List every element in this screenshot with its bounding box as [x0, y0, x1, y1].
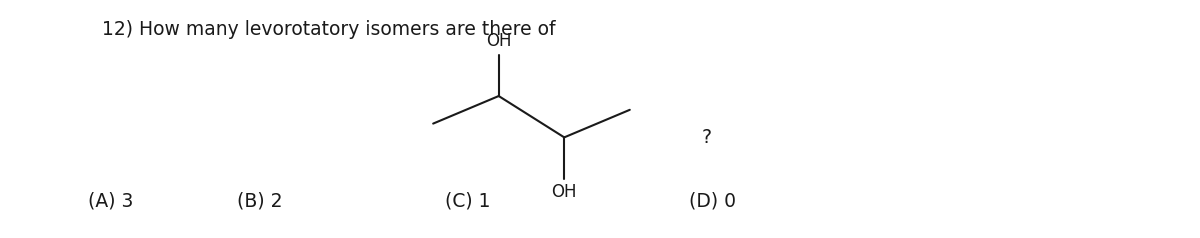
Text: OH: OH	[552, 183, 577, 201]
Text: OH: OH	[486, 32, 511, 50]
Text: ?: ?	[701, 128, 712, 147]
Text: 12) How many levorotatory isomers are there of: 12) How many levorotatory isomers are th…	[102, 20, 556, 39]
Text: (B) 2: (B) 2	[236, 192, 282, 211]
Text: (C) 1: (C) 1	[445, 192, 491, 211]
Text: (A) 3: (A) 3	[88, 192, 133, 211]
Text: (D) 0: (D) 0	[689, 192, 737, 211]
